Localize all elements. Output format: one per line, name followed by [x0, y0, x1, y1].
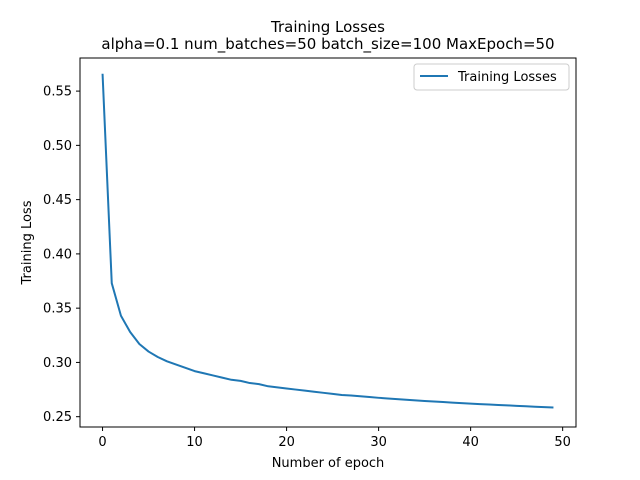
x-tick-label: 50 — [554, 435, 571, 450]
x-tick-label: 40 — [462, 435, 479, 450]
legend-label: Training Losses — [457, 70, 557, 85]
y-tick-label: 0.45 — [43, 193, 72, 208]
legend-box — [413, 63, 570, 91]
x-tick-label: 30 — [370, 435, 387, 450]
plot-area — [79, 57, 577, 428]
y-tick-label: 0.40 — [43, 247, 72, 262]
series-layer — [101, 73, 554, 409]
axes-frame — [79, 57, 577, 428]
x-tick-label: 0 — [98, 435, 106, 450]
x-axis-label: Number of epoch — [272, 456, 385, 471]
y-tick-label: 0.50 — [43, 139, 72, 154]
y-tick-label: 0.30 — [43, 356, 72, 371]
y-axis-label: Training Loss — [20, 200, 35, 285]
legend: Training Losses — [413, 63, 570, 91]
y-tick-label: 0.35 — [43, 302, 72, 317]
y-axis-ticks: 0.25 0.30 0.35 0.40 0.45 0.50 0.55 — [43, 85, 80, 425]
series-line-training-losses — [101, 73, 554, 409]
y-tick-label: 0.25 — [43, 410, 72, 425]
y-tick-label: 0.55 — [43, 85, 72, 100]
chart-subtitle: alpha=0.1 num_batches=50 batch_size=100 … — [101, 35, 554, 54]
x-tick-label: 10 — [186, 435, 203, 450]
chart-title: Training Losses — [270, 18, 385, 36]
x-tick-label: 20 — [278, 435, 295, 450]
x-axis-ticks: 0 10 20 30 40 50 — [98, 427, 571, 450]
